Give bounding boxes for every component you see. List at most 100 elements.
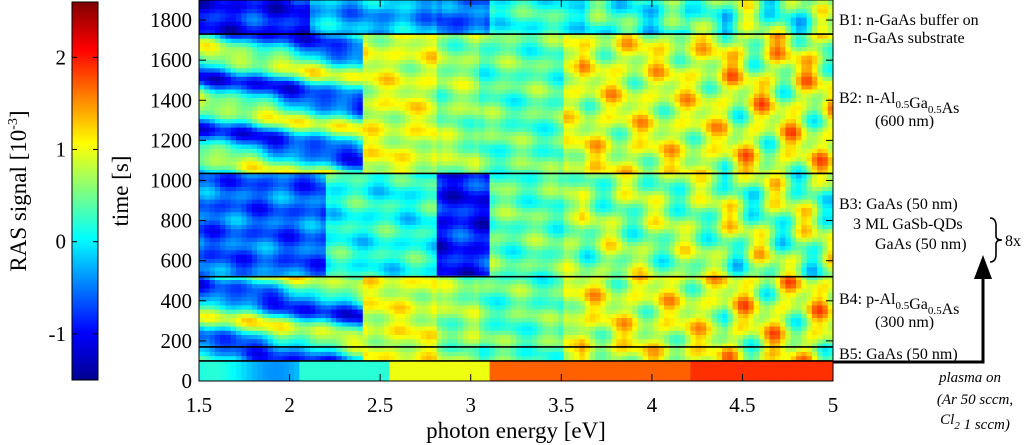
heatmap-cell xyxy=(315,309,322,314)
heatmap-cell xyxy=(695,296,702,302)
heatmap-cell xyxy=(516,266,522,272)
heatmap-cell xyxy=(822,215,829,221)
heatmap-cell xyxy=(410,330,417,336)
heatmap-cell xyxy=(399,228,406,234)
heatmap-cell xyxy=(616,355,623,361)
heatmap-cell xyxy=(785,317,792,323)
heatmap-cell xyxy=(558,275,565,280)
heatmap-cell xyxy=(410,287,417,293)
heatmap-cell xyxy=(325,330,332,336)
heatmap-cell xyxy=(542,334,549,340)
heatmap-cell xyxy=(463,325,470,331)
heatmap-cell xyxy=(373,300,380,306)
heatmap-cell xyxy=(600,321,607,327)
heatmap-cell xyxy=(563,325,570,331)
heatmap-cell xyxy=(426,215,433,221)
heatmap-cell xyxy=(774,317,781,323)
heatmap-cell xyxy=(320,321,327,327)
heatmap-cell xyxy=(410,372,417,378)
heatmap-cell xyxy=(653,258,660,264)
heatmap-cell xyxy=(690,245,697,251)
heatmap-cell xyxy=(753,224,760,230)
heatmap-cell xyxy=(394,211,401,217)
heatmap-cell xyxy=(611,228,617,234)
heatmap-cell xyxy=(669,275,676,280)
heatmap-cell xyxy=(690,254,697,259)
heatmap-cell xyxy=(706,325,713,331)
heatmap-cell xyxy=(658,287,665,293)
heatmap-cell xyxy=(764,262,771,268)
heatmap-cell xyxy=(352,258,359,264)
heatmap-cell xyxy=(331,287,337,293)
heatmap-cell xyxy=(774,258,781,264)
heatmap-cell xyxy=(785,215,792,221)
heatmap-cell xyxy=(405,287,411,293)
heatmap-cell xyxy=(632,262,639,268)
heatmap-cell xyxy=(389,325,396,331)
heatmap-cell xyxy=(278,338,285,344)
heatmap-cell xyxy=(230,338,237,344)
heatmap-cell xyxy=(722,266,728,272)
heatmap-cell xyxy=(806,309,813,314)
heatmap-cell xyxy=(811,309,818,314)
heatmap-cell xyxy=(811,270,818,276)
heatmap-cell xyxy=(294,207,300,213)
heatmap-cell xyxy=(320,262,327,268)
heatmap-cell xyxy=(251,266,258,272)
heatmap-cell xyxy=(420,232,427,238)
heatmap-cell xyxy=(558,325,565,331)
heatmap-cell xyxy=(473,262,480,268)
heatmap-cell xyxy=(811,224,818,230)
heatmap-cell xyxy=(521,279,528,285)
heatmap-cell xyxy=(616,245,623,251)
heatmap-cell xyxy=(288,304,295,310)
heatmap-cell xyxy=(262,304,269,310)
heatmap-cell xyxy=(494,249,501,255)
heatmap-cell xyxy=(394,330,401,336)
heatmap-cell xyxy=(817,241,824,247)
heatmap-cell xyxy=(309,355,316,361)
heatmap-cell xyxy=(267,300,274,306)
heatmap-cell xyxy=(341,309,348,314)
heatmap-cell xyxy=(426,368,433,374)
heatmap-cell xyxy=(827,376,833,381)
heatmap-cell xyxy=(362,228,369,234)
heatmap-cell xyxy=(584,283,591,289)
heatmap-cell xyxy=(209,279,216,285)
heatmap-cell xyxy=(626,330,633,336)
heatmap-cell xyxy=(547,254,554,259)
heatmap-cell xyxy=(214,309,221,314)
heatmap-cell xyxy=(732,215,739,221)
heatmap-cell xyxy=(600,220,607,225)
heatmap-cell xyxy=(463,317,470,323)
heatmap-cell xyxy=(642,228,649,234)
heatmap-cell xyxy=(574,372,580,378)
heatmap-cell xyxy=(663,376,670,381)
heatmap-cell xyxy=(674,249,681,255)
heatmap-cell xyxy=(320,228,327,234)
heatmap-cell xyxy=(368,342,374,348)
heatmap-cell xyxy=(737,359,744,365)
heatmap-cell xyxy=(378,342,385,348)
heatmap-cell xyxy=(315,372,322,378)
heatmap-cell xyxy=(568,359,575,365)
heatmap-cell xyxy=(700,258,707,264)
heatmap-cell xyxy=(531,304,538,310)
heatmap-cell xyxy=(748,334,755,340)
heatmap-cell xyxy=(468,258,475,264)
heatmap-cell xyxy=(796,364,802,369)
heatmap-cell xyxy=(584,296,591,302)
heatmap-cell xyxy=(267,211,274,217)
heatmap-cell xyxy=(468,300,475,306)
heatmap-cell xyxy=(436,228,443,234)
heatmap-cell xyxy=(769,376,776,381)
heatmap-cell xyxy=(769,321,776,327)
heatmap-cell xyxy=(653,211,660,217)
heatmap-cell xyxy=(769,254,776,259)
heatmap-cell xyxy=(452,317,459,323)
heatmap-cell xyxy=(278,241,285,247)
colorbar-tick-label: -1 xyxy=(49,322,67,346)
heatmap-cell xyxy=(822,304,829,310)
heatmap-cell xyxy=(769,355,776,361)
heatmap-cell xyxy=(431,321,438,327)
